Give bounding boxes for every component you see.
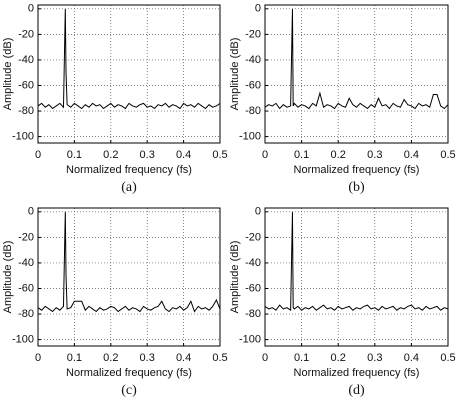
x-tick-label: 0.3 <box>367 352 382 364</box>
y-tick-label: -60 <box>245 79 261 91</box>
x-tick-label: 0 <box>35 352 41 364</box>
y-tick-label: 0 <box>28 3 34 15</box>
x-tick-label: 0.3 <box>140 352 155 364</box>
x-tick-label: 0.1 <box>67 352 82 364</box>
y-tick-label: -80 <box>18 308 34 320</box>
y-axis-label: Amplitude (dB) <box>2 38 14 111</box>
x-tick-label: 0.1 <box>294 149 309 161</box>
x-tick-label: 0 <box>262 352 268 364</box>
y-axis-label: Amplitude (dB) <box>229 38 241 111</box>
y-tick-label: -20 <box>245 231 261 243</box>
spectrum-line <box>37 8 221 110</box>
x-tick-label: 0.2 <box>331 149 346 161</box>
x-tick-label: 0 <box>262 149 268 161</box>
spectrum-line <box>264 211 449 312</box>
x-axis-label: Normalized frequency (fs) <box>294 164 420 176</box>
x-tick-label: 0.1 <box>294 352 309 364</box>
spectrum-line <box>37 211 221 313</box>
x-tick-label: 0.5 <box>212 149 227 161</box>
y-tick-label: -20 <box>18 28 34 40</box>
y-tick-label: -100 <box>12 131 34 143</box>
caption: (c) <box>121 383 137 398</box>
y-axis-label: Amplitude (dB) <box>2 241 14 314</box>
plot-frame <box>264 4 449 144</box>
x-tick-label: 0 <box>35 149 41 161</box>
x-tick-label: 0.1 <box>67 149 82 161</box>
x-tick-label: 0.4 <box>404 149 419 161</box>
caption: (b) <box>348 180 365 195</box>
y-tick-label: 0 <box>255 206 261 218</box>
x-axis-label: Normalized frequency (fs) <box>66 367 192 379</box>
y-tick-label: 0 <box>255 3 261 15</box>
caption: (a) <box>121 180 137 195</box>
y-tick-label: -100 <box>12 334 34 346</box>
y-tick-label: -40 <box>245 257 261 269</box>
x-tick-label: 0.5 <box>212 352 227 364</box>
y-tick-label: -40 <box>18 54 34 66</box>
x-tick-label: 0.3 <box>367 149 382 161</box>
x-tick-label: 0.5 <box>440 352 455 364</box>
y-tick-label: -100 <box>239 334 261 346</box>
x-tick-label: 0.2 <box>331 352 346 364</box>
y-tick-label: -80 <box>245 308 261 320</box>
y-tick-label: -40 <box>245 54 261 66</box>
plot-frame <box>37 4 221 144</box>
y-tick-label: -80 <box>245 105 261 117</box>
x-tick-label: 0.4 <box>176 352 191 364</box>
x-axis-label: Normalized frequency (fs) <box>66 164 192 176</box>
caption: (d) <box>348 383 365 398</box>
x-tick-label: 0.2 <box>103 149 118 161</box>
x-tick-label: 0.3 <box>140 149 155 161</box>
y-tick-label: -60 <box>18 79 34 91</box>
y-tick-label: 0 <box>28 206 34 218</box>
x-tick-label: 0.5 <box>440 149 455 161</box>
plot-frame <box>37 207 221 347</box>
plot-frame <box>264 207 449 347</box>
y-tick-label: -60 <box>18 282 34 294</box>
x-tick-label: 0.4 <box>404 352 419 364</box>
y-tick-label: -60 <box>245 282 261 294</box>
y-axis-label: Amplitude (dB) <box>229 241 241 314</box>
y-tick-label: -20 <box>18 231 34 243</box>
x-tick-label: 0.2 <box>103 352 118 364</box>
y-tick-label: -40 <box>18 257 34 269</box>
spectrum-line <box>264 8 449 110</box>
y-tick-label: -100 <box>239 131 261 143</box>
y-tick-label: -20 <box>245 28 261 40</box>
y-tick-label: -80 <box>18 105 34 117</box>
x-tick-label: 0.4 <box>176 149 191 161</box>
x-axis-label: Normalized frequency (fs) <box>294 367 420 379</box>
